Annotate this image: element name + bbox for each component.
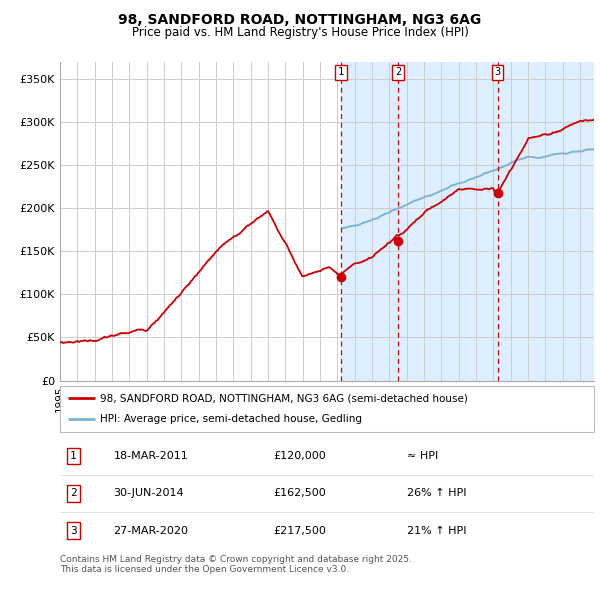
Text: 18-MAR-2011: 18-MAR-2011 — [113, 451, 188, 461]
Text: 21% ↑ HPI: 21% ↑ HPI — [407, 526, 467, 536]
Text: Price paid vs. HM Land Registry's House Price Index (HPI): Price paid vs. HM Land Registry's House … — [131, 26, 469, 39]
Text: 27-MAR-2020: 27-MAR-2020 — [113, 526, 188, 536]
Text: Contains HM Land Registry data © Crown copyright and database right 2025.
This d: Contains HM Land Registry data © Crown c… — [60, 555, 412, 574]
Text: £217,500: £217,500 — [274, 526, 326, 536]
Text: 26% ↑ HPI: 26% ↑ HPI — [407, 489, 467, 498]
Text: £162,500: £162,500 — [274, 489, 326, 498]
Text: £120,000: £120,000 — [274, 451, 326, 461]
Text: HPI: Average price, semi-detached house, Gedling: HPI: Average price, semi-detached house,… — [100, 414, 362, 424]
Text: ≈ HPI: ≈ HPI — [407, 451, 439, 461]
Text: 98, SANDFORD ROAD, NOTTINGHAM, NG3 6AG: 98, SANDFORD ROAD, NOTTINGHAM, NG3 6AG — [118, 13, 482, 27]
Text: 1: 1 — [70, 451, 77, 461]
Text: 30-JUN-2014: 30-JUN-2014 — [113, 489, 184, 498]
FancyBboxPatch shape — [60, 386, 594, 432]
Text: 98, SANDFORD ROAD, NOTTINGHAM, NG3 6AG (semi-detached house): 98, SANDFORD ROAD, NOTTINGHAM, NG3 6AG (… — [100, 394, 468, 404]
Text: 1: 1 — [338, 67, 344, 77]
Text: 2: 2 — [395, 67, 401, 77]
Text: 3: 3 — [70, 526, 77, 536]
Text: 3: 3 — [494, 67, 501, 77]
Bar — [341, 62, 594, 381]
Text: 2: 2 — [70, 489, 77, 498]
